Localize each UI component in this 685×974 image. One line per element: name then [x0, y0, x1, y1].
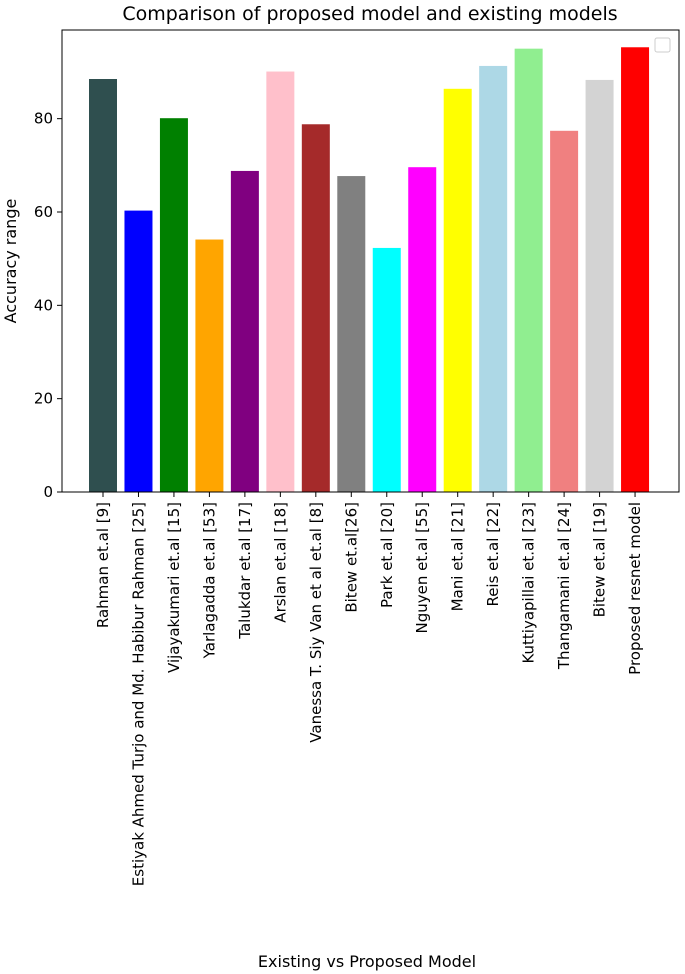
x-tick-label: Thangamani et.al [24]	[555, 502, 573, 670]
bar	[159, 118, 188, 492]
x-tick-label: Yarlagadda et.al [53]	[200, 502, 218, 659]
bar	[89, 79, 117, 492]
bar	[372, 247, 401, 492]
x-tick-label: Mani et.al [21]	[449, 502, 467, 611]
bar	[301, 124, 330, 493]
bar	[408, 167, 437, 492]
bar	[266, 71, 295, 493]
y-tick-label: 40	[34, 296, 53, 314]
x-tick-label: Rahman et.al [9]	[94, 502, 112, 628]
x-tick-label: Park et.al [20]	[378, 502, 396, 608]
chart-title: Comparison of proposed model and existin…	[122, 3, 617, 25]
x-tick-label: Nguyen et.al [55]	[413, 502, 431, 633]
bar	[550, 130, 579, 493]
x-tick-label: Bitew et.al [19]	[591, 502, 609, 617]
bar	[337, 176, 366, 493]
y-tick-label: 0	[43, 483, 53, 501]
y-tick-label: 20	[34, 390, 53, 408]
bar	[585, 79, 614, 492]
x-tick-label: Estiyak Ahmed Turjo and Md. Habibur Rahm…	[129, 502, 147, 886]
x-tick-label: Kuttiyapillai et.al [23]	[520, 502, 538, 664]
bar	[230, 170, 259, 492]
y-tick-label: 60	[34, 203, 53, 221]
x-tick-label: Reis et.al [22]	[484, 502, 502, 607]
x-tick-label: Talukdar et.al [17]	[236, 502, 254, 640]
legend-box	[654, 37, 671, 53]
bar	[195, 239, 224, 492]
x-axis-ticks: Rahman et.al [9] Estiyak Ahmed Turjo and …	[94, 492, 644, 886]
y-axis-label: Accuracy range	[1, 199, 20, 324]
plot-frame	[61, 29, 680, 493]
y-tick-label: 80	[34, 110, 53, 128]
bars	[89, 47, 650, 493]
bar	[443, 88, 472, 493]
x-tick-label: Vijayakumari et.al [15]	[165, 502, 183, 673]
x-tick-label: Proposed resnet model	[626, 502, 644, 675]
bar	[514, 48, 543, 493]
x-tick-label: Vanessa T. Siy Van et al et.al [8]	[307, 502, 325, 743]
x-tick-label: Arslan et.al [18]	[271, 502, 289, 623]
bar	[124, 210, 153, 492]
x-tick-label: Bitew et.al[26]	[342, 502, 360, 613]
y-axis-ticks: 0 20 40 60 80	[34, 110, 62, 501]
bar	[621, 47, 650, 493]
bar	[479, 65, 508, 492]
x-axis-label: Existing vs Proposed Model	[258, 952, 476, 971]
